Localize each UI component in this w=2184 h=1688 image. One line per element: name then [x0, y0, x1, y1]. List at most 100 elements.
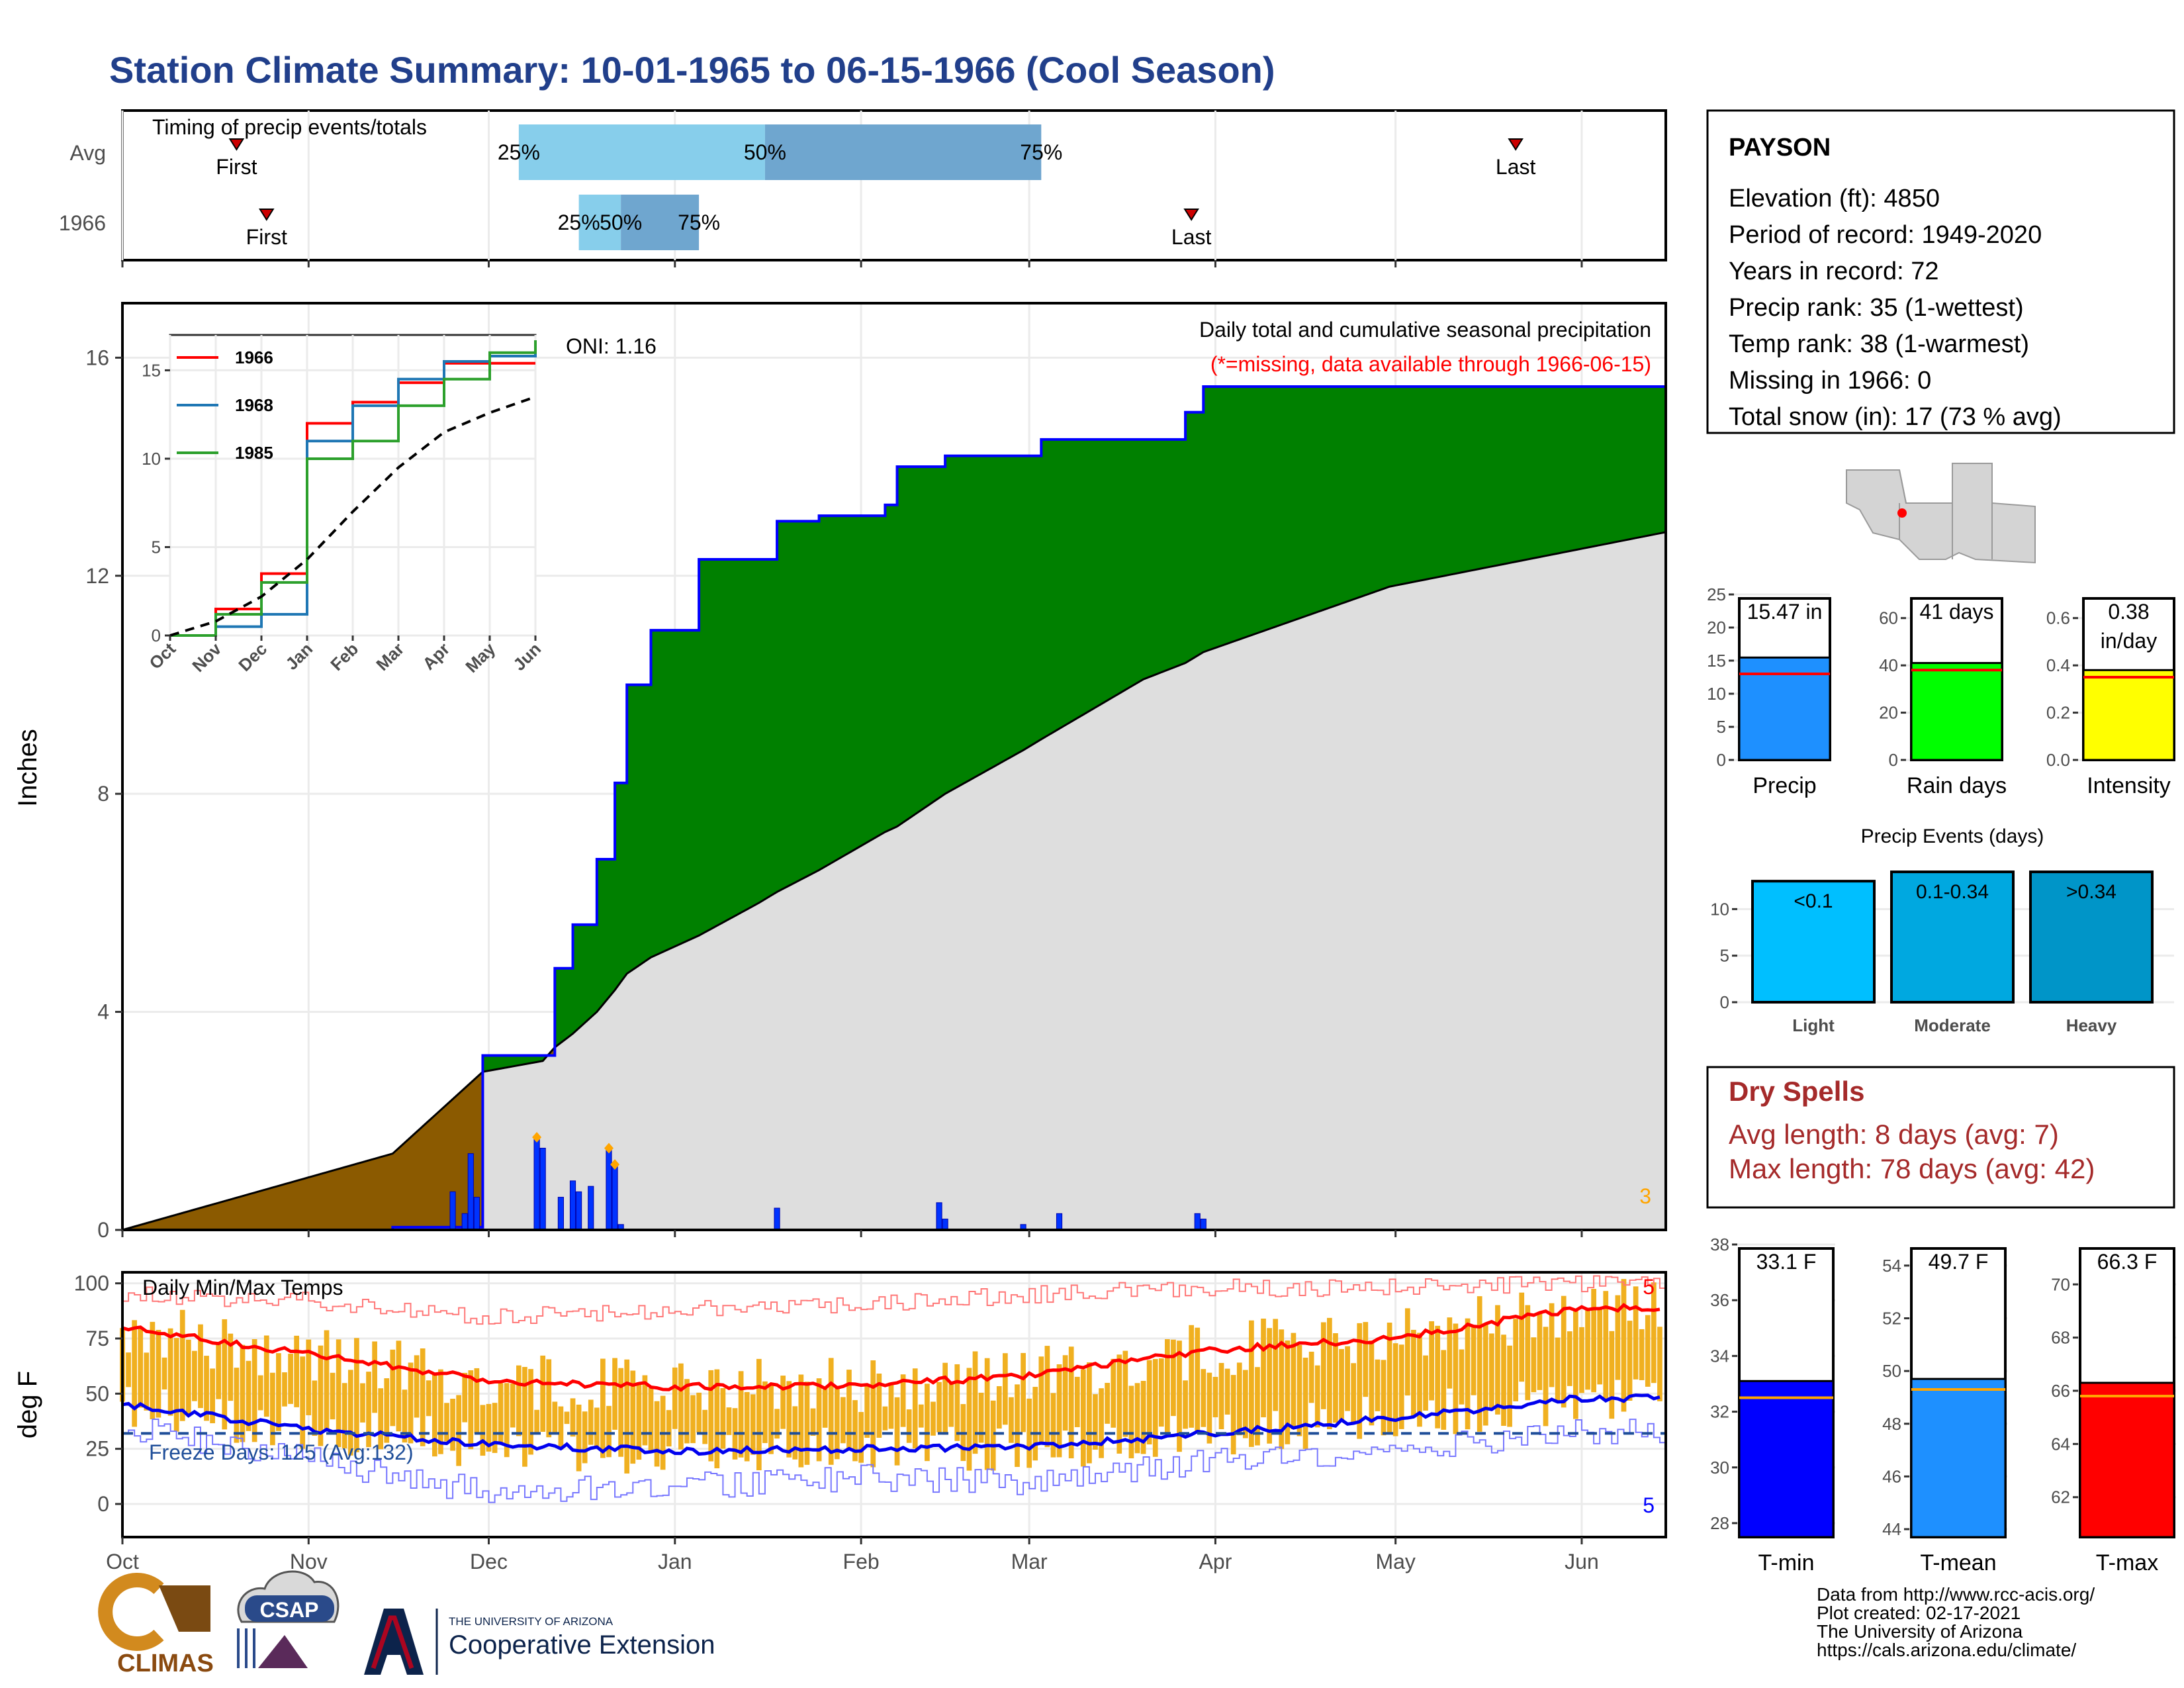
daily-temp-bar [414, 1355, 420, 1418]
daily-temp-bar [564, 1411, 570, 1425]
inset-average-line [169, 395, 536, 637]
daily-temp-bar [282, 1372, 287, 1407]
daily-temp-bar [390, 1349, 396, 1427]
daily-temp-bar [954, 1364, 960, 1441]
timing-first-label-Avg: First [216, 155, 257, 179]
normal-min-line [122, 1393, 1661, 1456]
daily-temp-bar [888, 1382, 894, 1429]
daily-temp-bar [1116, 1354, 1122, 1454]
daily-temp-bar [126, 1352, 131, 1387]
daily-temp-bar [1189, 1325, 1195, 1428]
daily-temp-bar [990, 1400, 996, 1471]
daily-temp-bar [1573, 1309, 1578, 1419]
daily-temp-bar [144, 1352, 150, 1411]
daily-temp-bar [1417, 1333, 1422, 1427]
daily-temp-bar [1375, 1359, 1381, 1411]
daily-temp-bar [1255, 1367, 1260, 1446]
footer-line-university: The University of Arizona [1817, 1621, 2023, 1642]
daily-temp-bar [1423, 1355, 1428, 1411]
station-detail-line: Total snow (in): 17 (73 % avg) [1729, 403, 2062, 431]
state-borders [1899, 469, 1993, 559]
precip-summary-value-text: 15.47 in [1747, 600, 1823, 624]
daily-temp-bar [1398, 1344, 1404, 1429]
daily-temp-bar [341, 1383, 347, 1449]
daily-temp-bar [1195, 1327, 1201, 1433]
daily-temp-bar [925, 1383, 930, 1462]
daily-temp-bar [1507, 1345, 1512, 1427]
daily-temp-bar [1068, 1346, 1074, 1459]
daily-temp-bar [1015, 1384, 1020, 1468]
daily-temp-bar [1171, 1339, 1176, 1417]
daily-temp-bar [846, 1370, 852, 1450]
daily-temp-bar [1435, 1325, 1441, 1429]
timing-bar-50-75-Avg [764, 124, 1042, 180]
daily-temp-bar [534, 1409, 539, 1432]
daily-temp-bar [1050, 1393, 1056, 1458]
daily-temp-bar [234, 1368, 240, 1443]
inset-legend-label-1985: 1985 [235, 443, 273, 463]
timing-p75-label-1966: 75% [678, 211, 720, 234]
daily-temp-bar [1224, 1368, 1230, 1415]
precip-summary-ytick-label: 5 [1717, 717, 1726, 737]
daily-temp-bar [300, 1356, 306, 1449]
timing-marks [228, 124, 1524, 250]
daily-temp-bar [408, 1362, 414, 1444]
precip-events-title: Precip Events (days) [1861, 825, 2044, 847]
inset-legend-label-1966: 1966 [235, 348, 273, 367]
daily-temp-bar [690, 1395, 696, 1444]
daily-temp-bar [1080, 1369, 1086, 1467]
timing-row-label-1966: 1966 [59, 211, 106, 235]
daily-temp-bar [936, 1382, 942, 1432]
daily-temp-bar [636, 1382, 642, 1460]
temp-ytick-label: 75 [85, 1327, 109, 1350]
tmin-summary-ytick-label: 32 [1710, 1402, 1729, 1422]
rain-days-summary-ytick-label: 20 [1879, 703, 1898, 723]
precip-ytick-label: 4 [97, 1000, 109, 1024]
daily-precip-bar [942, 1219, 948, 1231]
daily-temp-bar [1267, 1328, 1272, 1444]
temp-panel: Daily Min/Max Temps Freeze Days: 125 (Av… [13, 1271, 1667, 1573]
daily-temp-bar [612, 1358, 617, 1430]
daily-temp-bar [552, 1401, 558, 1432]
events-category-label: Moderate [1914, 1015, 1991, 1035]
temp-y-axis: 0 25 50 75 100 [74, 1272, 122, 1516]
daily-temp-bar [240, 1344, 246, 1442]
timing-last-marker-Avg [1508, 138, 1524, 151]
temp-y-axis-label: deg F [13, 1371, 42, 1438]
events-ytick-label: 0 [1720, 992, 1729, 1012]
daily-temp-bar [1537, 1313, 1543, 1390]
daily-precip-bar [533, 1137, 540, 1231]
daily-temp-bar [594, 1407, 600, 1449]
daily-temp-bar [1308, 1351, 1314, 1403]
timing-p25-label-Avg: 25% [498, 140, 540, 164]
daily-temp-bar [173, 1338, 179, 1432]
daily-precip-bar [1200, 1219, 1206, 1231]
events-bar-heavy [2029, 870, 2154, 1004]
month-label: Apr [1199, 1550, 1232, 1573]
daily-temp-bar [1597, 1309, 1603, 1385]
daily-temp-bar [1062, 1355, 1068, 1431]
daily-temp-bar [810, 1408, 816, 1436]
rain-days-summary-ytick-label: 0 [1889, 750, 1898, 770]
season-summary-bars: 0 5 10 15 20 25 15.47 in Precip 0 20 40 60 41 days Ra… [1707, 585, 2175, 798]
daily-temp-bar [468, 1370, 474, 1450]
daily-temp-bar [1392, 1343, 1398, 1436]
daily-temp-bar [185, 1339, 191, 1417]
daily-temp-bar [1603, 1291, 1609, 1399]
daily-temp-bar [996, 1386, 1002, 1429]
precip-deficit-area [128, 1047, 555, 1230]
daily-temp-bar [630, 1370, 636, 1464]
timing-last-label-1966: Last [1171, 225, 1212, 249]
daily-temp-bar [1639, 1329, 1645, 1380]
daily-temp-bar [1177, 1340, 1182, 1452]
precip-areas [122, 385, 1666, 1231]
daily-temp-bar [426, 1380, 432, 1417]
daily-temp-bar [834, 1387, 840, 1460]
daily-temp-bar [1093, 1394, 1098, 1450]
daily-temp-bar [1032, 1387, 1038, 1461]
precip-panel: Daily total and cumulative seasonal prec… [13, 302, 1667, 1242]
daily-temp-bar [1482, 1324, 1488, 1426]
daily-temp-bar [1212, 1376, 1218, 1418]
